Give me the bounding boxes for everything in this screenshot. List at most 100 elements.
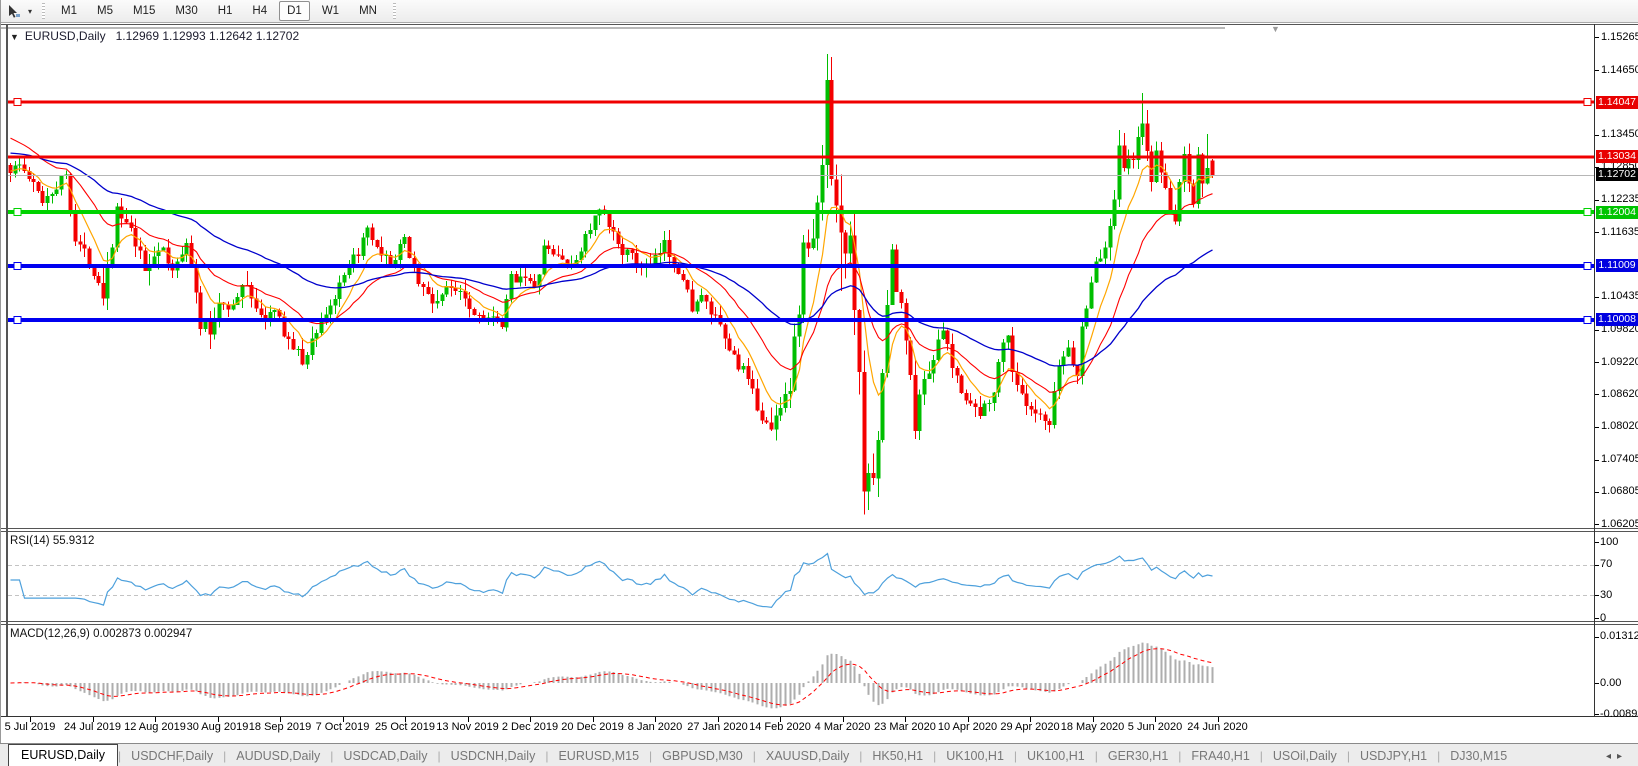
- ma-mid-line[interactable]: [10, 137, 1213, 393]
- tab-FRA40-H1[interactable]: FRA40,H1: [1191, 749, 1250, 763]
- tab-UK100-H1[interactable]: UK100,H1: [946, 749, 1004, 763]
- tab-separator: |: [649, 749, 653, 763]
- symbol-tabs: EURUSD,Daily | USDCHF,Daily | AUDUSD,Daily | U…: [0, 744, 1517, 766]
- tab-separator: |: [545, 749, 549, 763]
- tab-separator: |: [223, 749, 227, 763]
- tab-separator: |: [1437, 749, 1441, 763]
- tab-EURUSD-M15[interactable]: EURUSD,M15: [558, 749, 640, 763]
- tab-separator: |: [1346, 749, 1350, 763]
- tab-XAUUSD-Daily[interactable]: XAUUSD,Daily: [765, 749, 850, 763]
- rsi-indicator-label: RSI(14) 55.9312: [10, 535, 95, 547]
- line-handle[interactable]: [1583, 261, 1592, 271]
- line-handle[interactable]: [1583, 315, 1592, 325]
- tab-DJ30-M15[interactable]: DJ30,M15: [1450, 749, 1508, 763]
- date-axis-label: 25 Oct 2019: [375, 721, 435, 733]
- line-handle[interactable]: [1583, 207, 1592, 217]
- date-axis-label: 12 Aug 2019: [124, 721, 186, 733]
- tab-separator: |: [1013, 749, 1018, 763]
- tab-USDJPY-H1[interactable]: USDJPY,H1: [1359, 749, 1428, 763]
- tab-separator: |: [1094, 749, 1098, 763]
- timeframe-button-H1[interactable]: H1: [217, 5, 233, 17]
- line-handle[interactable]: [13, 315, 22, 325]
- price-tag-1.13034: 1.13034: [1596, 150, 1638, 164]
- rsi-line: [10, 552, 1213, 608]
- tab-separator: |: [330, 749, 334, 763]
- date-axis-label: 24 Jul 2019: [64, 721, 121, 733]
- timeframe-button-M1[interactable]: M1: [61, 5, 77, 17]
- price-axis-label: 1.15265: [1601, 30, 1638, 43]
- price-axis-label: 1.09820: [1601, 323, 1638, 336]
- cursor-tool-icon: [9, 5, 20, 18]
- cursor-tool-dropdown-icon[interactable]: ▾: [27, 6, 32, 16]
- timeframe-toolbar: ▾ M1 M5 M15 M30 H1 H4 D1 W1 MN: [0, 0, 1638, 23]
- tab-separator: |: [1259, 749, 1263, 763]
- date-axis-label: 4 Mar 2020: [814, 721, 871, 733]
- tab-separator: |: [1178, 749, 1182, 763]
- timeframe-buttons: M1 M5 M15 M30 H1 H4 D1 W1 MN: [51, 1, 387, 21]
- timeframe-button-M15[interactable]: M15: [132, 5, 156, 17]
- tab-UK100-H1[interactable]: UK100,H1: [1027, 749, 1085, 763]
- timeframe-button-W1[interactable]: W1: [321, 5, 340, 17]
- tab-GER30-H1[interactable]: GER30,H1: [1107, 749, 1169, 763]
- chart-shift-marker-icon[interactable]: ▼: [1271, 24, 1280, 34]
- timeframe-button-M30[interactable]: M30: [175, 5, 198, 17]
- timeframe-button-MN[interactable]: MN: [359, 5, 377, 17]
- rsi-axis-label: 0: [1600, 611, 1607, 624]
- horizontal-line-1.11009[interactable]: [8, 261, 1594, 271]
- tab-USDCAD-Daily[interactable]: USDCAD,Daily: [343, 749, 428, 763]
- tab-separator: |: [437, 749, 441, 763]
- tab-separator: |: [859, 749, 863, 763]
- price-axis-label: 1.08620: [1601, 387, 1638, 400]
- tab-separator: |: [933, 749, 937, 763]
- macd-histogram: [18, 642, 1214, 709]
- price-tag-1.12004: 1.12004: [1596, 205, 1638, 219]
- cursor-tool-icon[interactable]: [4, 2, 24, 20]
- tabs-scroll-right-icon[interactable]: ▸: [1616, 751, 1628, 762]
- ma-fast-line[interactable]: [10, 164, 1213, 410]
- timeframe-button-D1[interactable]: D1: [279, 1, 310, 21]
- timeframe-button-M5[interactable]: M5: [96, 5, 113, 17]
- horizontal-line-1.13034[interactable]: [8, 155, 1594, 159]
- price-axis-label: 1.08020: [1601, 420, 1638, 433]
- chart-title: ▼ EURUSD,Daily 1.12969 1.12993 1.12642 1.1…: [10, 29, 299, 43]
- date-axis-label: 2 Dec 2019: [501, 721, 559, 733]
- date-axis-label: 8 Jan 2020: [627, 721, 683, 733]
- price-tag-1.10008: 1.10008: [1596, 313, 1638, 327]
- tab-USDCNH-Daily[interactable]: USDCNH,Daily: [450, 749, 536, 763]
- collapse-triangle-icon[interactable]: ▼: [10, 32, 19, 42]
- toolbar-gripper: [42, 3, 45, 19]
- macd-axis-label: 0.013121: [1600, 630, 1638, 643]
- timeframe-button-H4[interactable]: H4: [252, 5, 268, 17]
- chart-ohlc-values: 1.12969 1.12993 1.12642 1.12702: [115, 29, 300, 43]
- line-handle[interactable]: [13, 207, 22, 217]
- date-axis-label: 10 Apr 2020: [937, 721, 998, 733]
- line-handle[interactable]: [13, 261, 22, 271]
- tab-HK50-H1[interactable]: HK50,H1: [872, 749, 924, 763]
- macd-axis-label: 0.00: [1600, 676, 1622, 689]
- horizontal-line-1.10008[interactable]: [8, 315, 1594, 325]
- price-axis-label: 1.06205: [1601, 517, 1638, 530]
- tab-scroll-arrows: ◂▸: [1606, 751, 1628, 766]
- tab-separator: |: [752, 749, 756, 763]
- horizontal-line-1.12004[interactable]: [8, 207, 1594, 217]
- tab-AUDUSD-Daily[interactable]: AUDUSD,Daily: [236, 749, 321, 763]
- price-axis-label: 1.14650: [1601, 63, 1638, 76]
- line-handle[interactable]: [13, 97, 22, 107]
- date-axis-label: 18 May 2020: [1060, 721, 1125, 733]
- price-axis-label: 1.06805: [1601, 485, 1638, 498]
- tab-USDCHF-Daily[interactable]: USDCHF,Daily: [131, 749, 214, 763]
- horizontal-line-1.14047[interactable]: [8, 97, 1594, 107]
- date-axis-label: 7 Oct 2019: [315, 721, 370, 733]
- price-axis-label: 1.13450: [1601, 128, 1638, 141]
- date-axis-label: 13 Nov 2019: [436, 721, 499, 733]
- price-axis-label: 1.11635: [1601, 225, 1638, 238]
- line-handle[interactable]: [1583, 97, 1592, 107]
- tab-EURUSD-Daily[interactable]: EURUSD,Daily: [8, 744, 119, 766]
- current-price-tag: 1.12702: [1596, 168, 1638, 182]
- tab-USOil-Daily[interactable]: USOil,Daily: [1272, 749, 1337, 763]
- tabs-scroll-left-icon[interactable]: ◂: [1605, 751, 1617, 762]
- tab-GBPUSD-M30[interactable]: GBPUSD,M30: [662, 749, 743, 763]
- price-axis-label: 1.07405: [1601, 453, 1638, 466]
